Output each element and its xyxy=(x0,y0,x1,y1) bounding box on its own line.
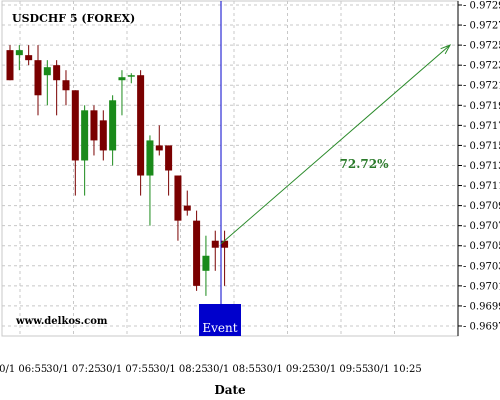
x-tick-label: 30/1 08:55 xyxy=(207,364,261,375)
grid xyxy=(1,0,459,337)
candle-body xyxy=(155,145,163,151)
x-tick-label: 30/1 06:55 xyxy=(0,364,47,375)
candle xyxy=(165,145,173,196)
candle xyxy=(202,235,210,296)
candle-body xyxy=(6,50,14,81)
candle xyxy=(193,210,201,291)
x-tick-label: 30/1 07:25 xyxy=(46,364,100,375)
y-tick-label: - 0.9697 xyxy=(463,321,500,332)
candle xyxy=(183,190,191,216)
candle-body xyxy=(146,140,154,176)
candle-body xyxy=(174,175,182,221)
y-tick-label: - 0.9719 xyxy=(463,101,500,112)
candle-body xyxy=(71,90,79,161)
candle-body xyxy=(43,67,51,76)
candle xyxy=(99,110,107,161)
x-tick-label: 30/1 09:55 xyxy=(314,364,368,375)
x-tick-label: 30/1 07:55 xyxy=(100,364,154,375)
event-label: Event xyxy=(202,321,237,335)
candle-body xyxy=(25,55,33,61)
candle xyxy=(25,45,33,66)
candle xyxy=(118,70,126,116)
candle-body xyxy=(221,240,229,248)
y-tick-label: - 0.9707 xyxy=(463,221,500,232)
candle xyxy=(81,105,89,196)
x-tick-label: 30/1 10:25 xyxy=(367,364,421,375)
y-tick-label: - 0.9725 xyxy=(463,41,500,52)
y-tick-label: - 0.9711 xyxy=(463,181,500,192)
candle-body xyxy=(62,80,70,91)
projection: 72.72% xyxy=(220,44,452,245)
y-tick-label: - 0.9721 xyxy=(463,81,500,92)
projection-arrowhead xyxy=(440,44,452,55)
candle xyxy=(43,60,51,106)
y-tick-label: - 0.9723 xyxy=(463,61,500,72)
projection-label: 72.72% xyxy=(340,157,390,171)
candle-body xyxy=(193,220,201,286)
candle-body xyxy=(109,100,117,151)
projection-line xyxy=(220,44,451,245)
candle-body xyxy=(81,110,89,161)
y-tick-label: - 0.9701 xyxy=(463,281,500,292)
y-tick-label: - 0.9729 xyxy=(463,1,500,12)
candle-body xyxy=(53,65,61,81)
chart-title: USDCHF 5 (FOREX) xyxy=(12,12,135,25)
candle-body xyxy=(99,120,107,151)
candle-body xyxy=(34,60,42,96)
y-tick-label: - 0.9713 xyxy=(463,161,500,172)
event-marker: Event xyxy=(199,1,241,336)
candle xyxy=(174,175,182,241)
candle xyxy=(127,73,135,84)
candle-body xyxy=(90,110,98,141)
candle xyxy=(146,135,154,226)
candle xyxy=(221,230,229,286)
candle xyxy=(137,70,145,196)
candle xyxy=(15,45,23,71)
candle-body xyxy=(202,255,210,271)
y-tick-label: - 0.9727 xyxy=(463,21,500,32)
candle-body xyxy=(137,75,145,176)
candle-body xyxy=(211,240,219,248)
candle-body xyxy=(15,50,23,56)
candle xyxy=(34,45,42,116)
y-tick-label: - 0.9715 xyxy=(463,141,500,152)
y-tick-label: - 0.9699 xyxy=(463,301,500,312)
candle xyxy=(211,230,219,271)
y-tick-label: - 0.9705 xyxy=(463,241,500,252)
y-tick-label: - 0.9717 xyxy=(463,121,500,132)
y-axis: - 0.9697 - 0.9699 - 0.9701 - 0.9703 - 0.9705… xyxy=(457,1,500,336)
candle-body xyxy=(183,205,191,211)
x-axis-label: Date xyxy=(214,383,246,397)
candle xyxy=(53,60,61,116)
candle xyxy=(71,90,79,196)
candle-body xyxy=(127,75,135,77)
watermark: www.delkos.com xyxy=(15,316,108,327)
x-tick-label: 30/1 08:25 xyxy=(153,364,207,375)
candles xyxy=(6,45,229,296)
event-box xyxy=(199,304,241,336)
candle-body xyxy=(118,77,126,81)
candle xyxy=(109,95,117,166)
y-tick-label: - 0.9703 xyxy=(463,261,500,272)
candle xyxy=(62,70,70,106)
x-tick-label: 30/1 09:25 xyxy=(260,364,314,375)
y-tick-label: - 0.9709 xyxy=(463,201,500,212)
candle xyxy=(90,105,98,156)
candle xyxy=(155,125,163,156)
candle-body xyxy=(165,145,173,171)
candle xyxy=(6,45,14,81)
